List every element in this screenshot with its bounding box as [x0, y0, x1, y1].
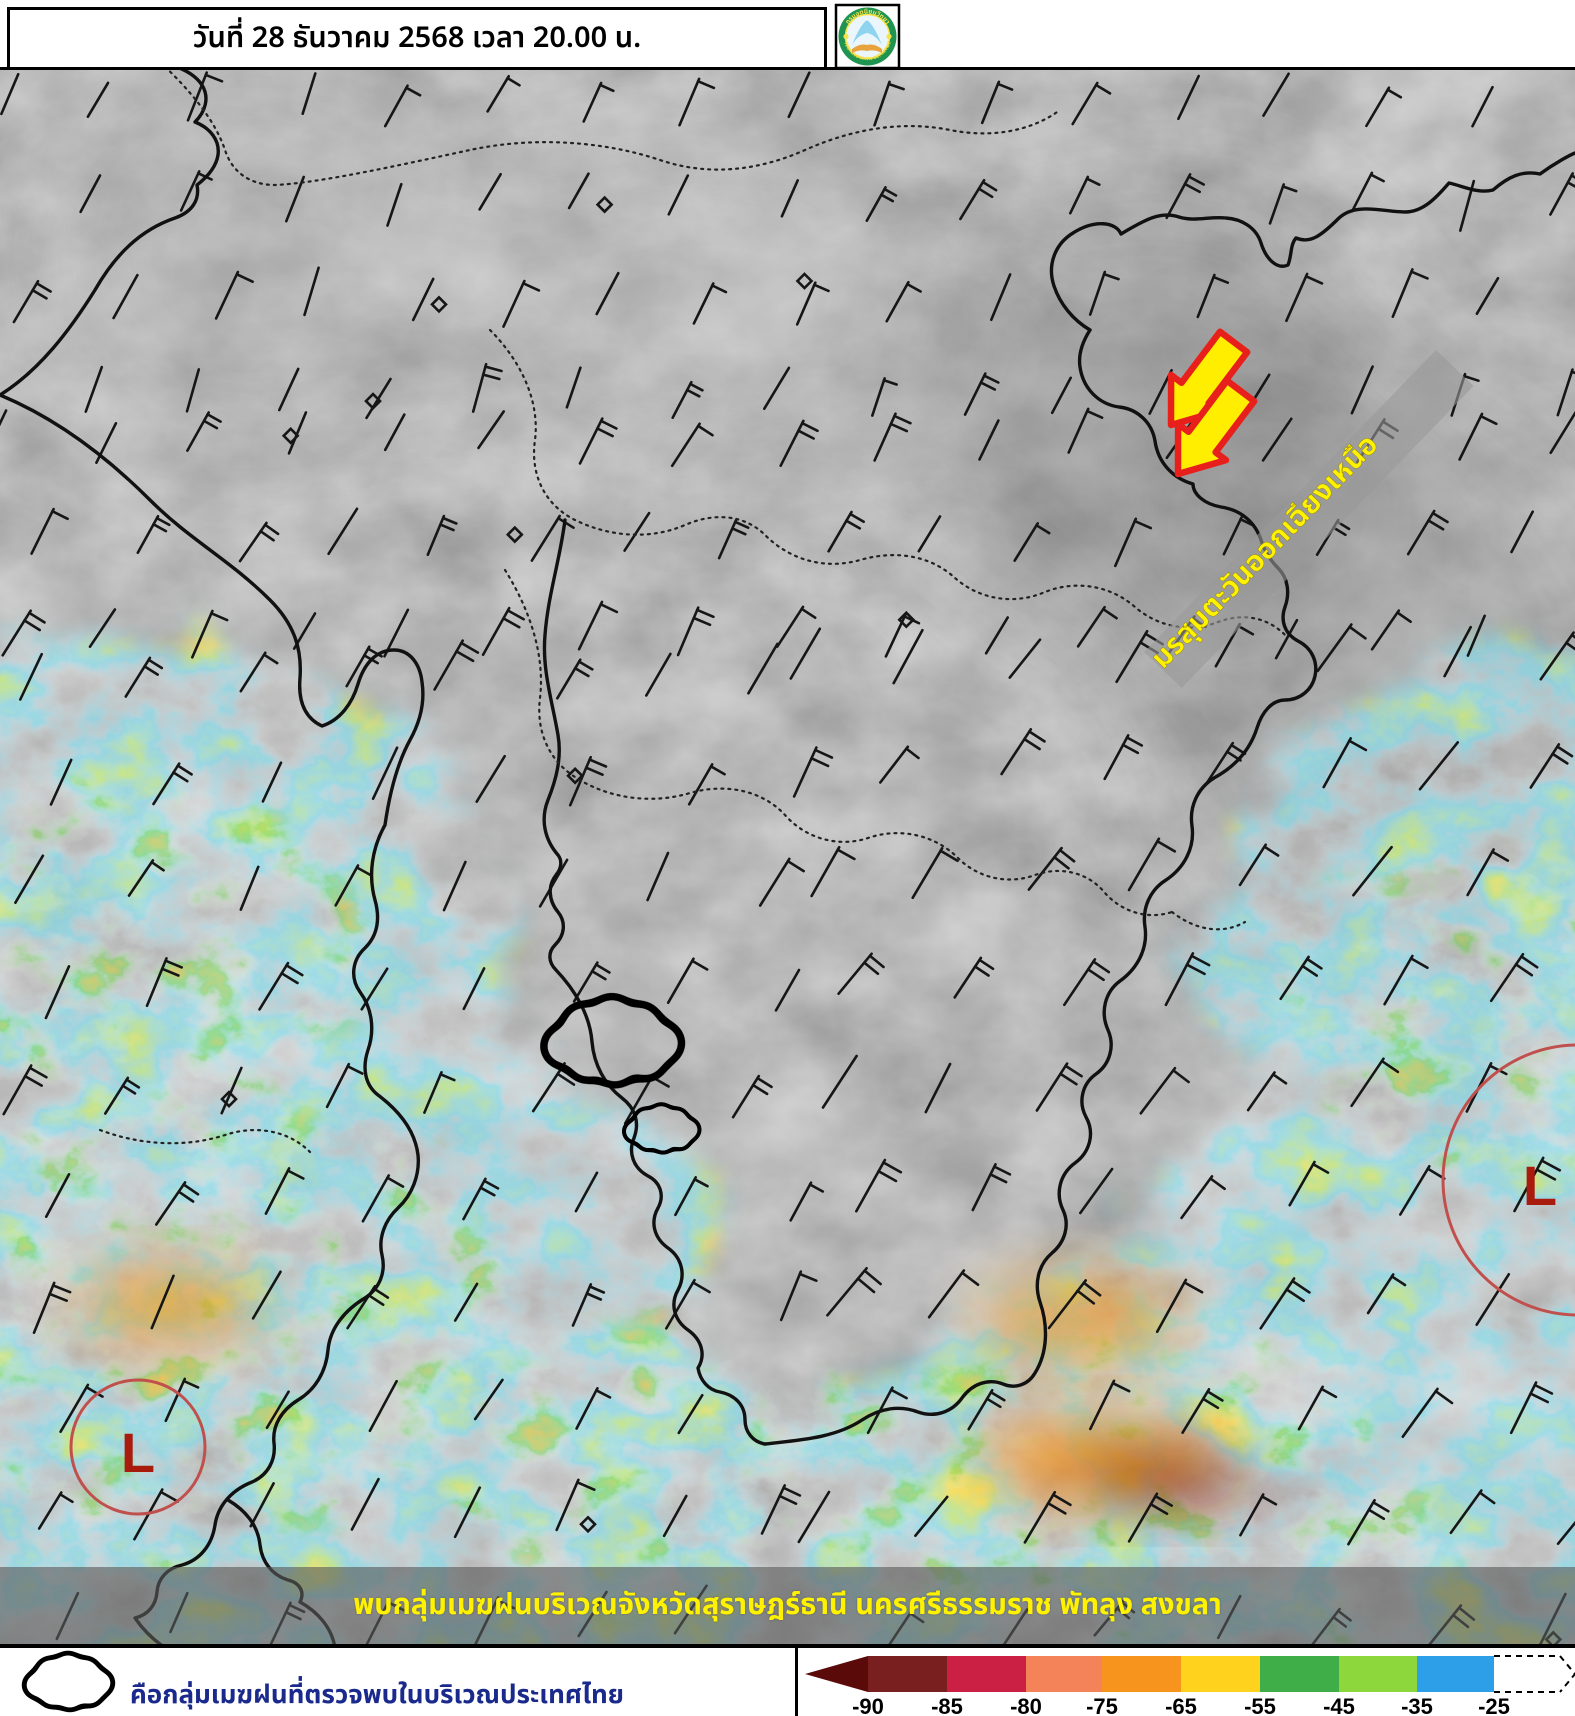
svg-text:-45: -45	[1323, 1694, 1355, 1716]
svg-text:-80: -80	[1010, 1694, 1042, 1716]
svg-text:-55: -55	[1244, 1694, 1276, 1716]
svg-text:-35: -35	[1401, 1694, 1433, 1716]
svg-text:-90: -90	[852, 1694, 884, 1716]
svg-text:-65: -65	[1165, 1694, 1197, 1716]
svg-text:L: L	[1523, 1154, 1557, 1217]
svg-text:L: L	[121, 1421, 155, 1484]
svg-text:-25: -25	[1478, 1694, 1510, 1716]
svg-text:-85: -85	[931, 1694, 963, 1716]
svg-text:-75: -75	[1086, 1694, 1118, 1716]
